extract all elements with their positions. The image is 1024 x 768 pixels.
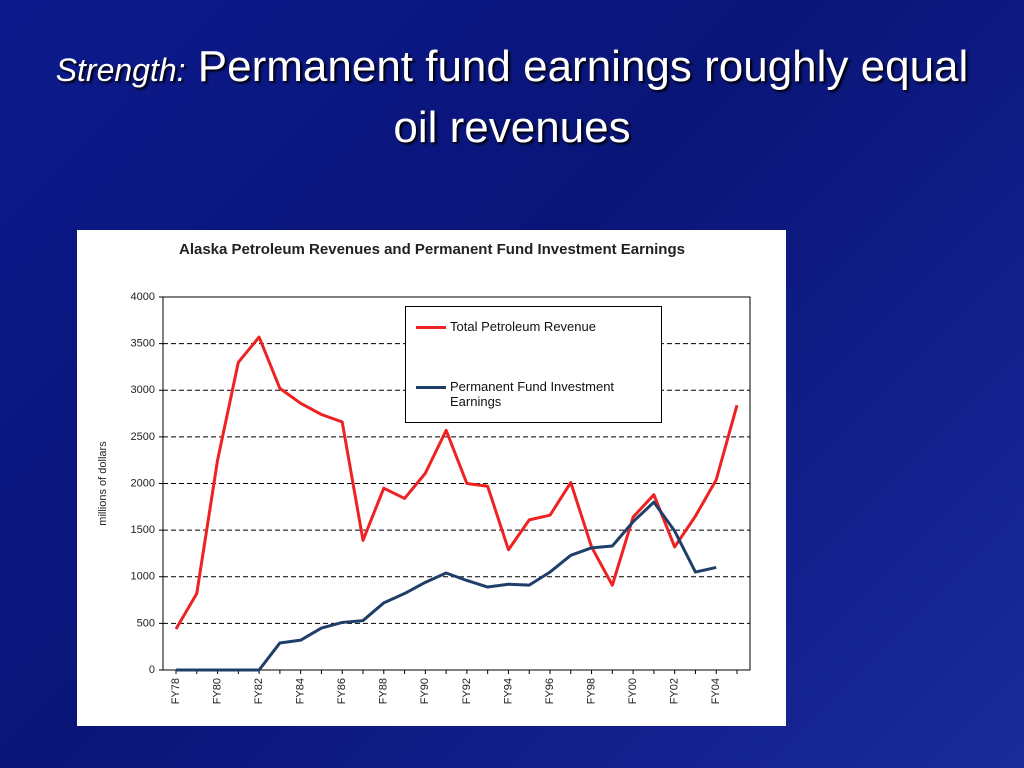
title-prefix: Strength: (55, 52, 186, 88)
legend-label: Permanent Fund Investment Earnings (450, 379, 615, 409)
slide-title: Strength: Permanent fund earnings roughl… (40, 38, 984, 157)
y-tick-label: 500 (137, 617, 155, 629)
title-text: Permanent fund earnings roughly equal oi… (197, 42, 969, 152)
legend-entry: Permanent Fund Investment Earnings (416, 379, 660, 409)
x-tick-label: FY86 (336, 678, 348, 704)
legend-entry: Total Petroleum Revenue (416, 319, 660, 334)
x-tick-label: FY84 (295, 678, 307, 704)
legend-swatch (416, 326, 446, 329)
y-tick-label: 2000 (131, 477, 155, 489)
series-line (176, 500, 717, 672)
x-tick-label: FY02 (669, 678, 681, 704)
x-tick-label: FY92 (461, 678, 473, 704)
x-tick-label: FY90 (419, 678, 431, 704)
y-tick-label: 1500 (131, 524, 155, 536)
y-tick-label: 2500 (131, 431, 155, 443)
legend-label: Total Petroleum Revenue (450, 319, 596, 334)
chart-panel: 0 500 1000 1500 2000 2500 3000 3500 4000 millions… (77, 230, 786, 726)
chart: 0 500 1000 1500 2000 2500 3000 3500 4000 millions… (97, 291, 751, 704)
y-tick-label: 3500 (131, 338, 155, 350)
x-tick-label: FY04 (710, 678, 722, 704)
x-tick-label: FY96 (544, 678, 556, 704)
x-tick-label: FY88 (378, 678, 390, 704)
y-tick-label: 0 (149, 664, 155, 676)
x-tick-label: FY82 (253, 678, 265, 704)
legend-swatch (416, 386, 446, 389)
chart-title: Alaska Petroleum Revenues and Permanent … (179, 241, 685, 258)
series-line (174, 335, 739, 630)
x-tick-label: FY78 (170, 678, 182, 704)
y-tick-label: 1000 (131, 571, 155, 583)
x-tick-label: FY94 (502, 678, 514, 704)
x-tick-label: FY98 (585, 678, 597, 704)
y-tick-label: 4000 (131, 291, 155, 303)
x-tick-label: FY00 (627, 678, 639, 704)
legend: Total Petroleum Revenue Permanent Fund In… (405, 306, 662, 423)
y-tick-label: 3000 (131, 384, 155, 396)
y-axis-label: millions of dollars (97, 441, 109, 526)
x-tick-label: FY80 (211, 678, 223, 704)
plot-frame (162, 296, 751, 671)
